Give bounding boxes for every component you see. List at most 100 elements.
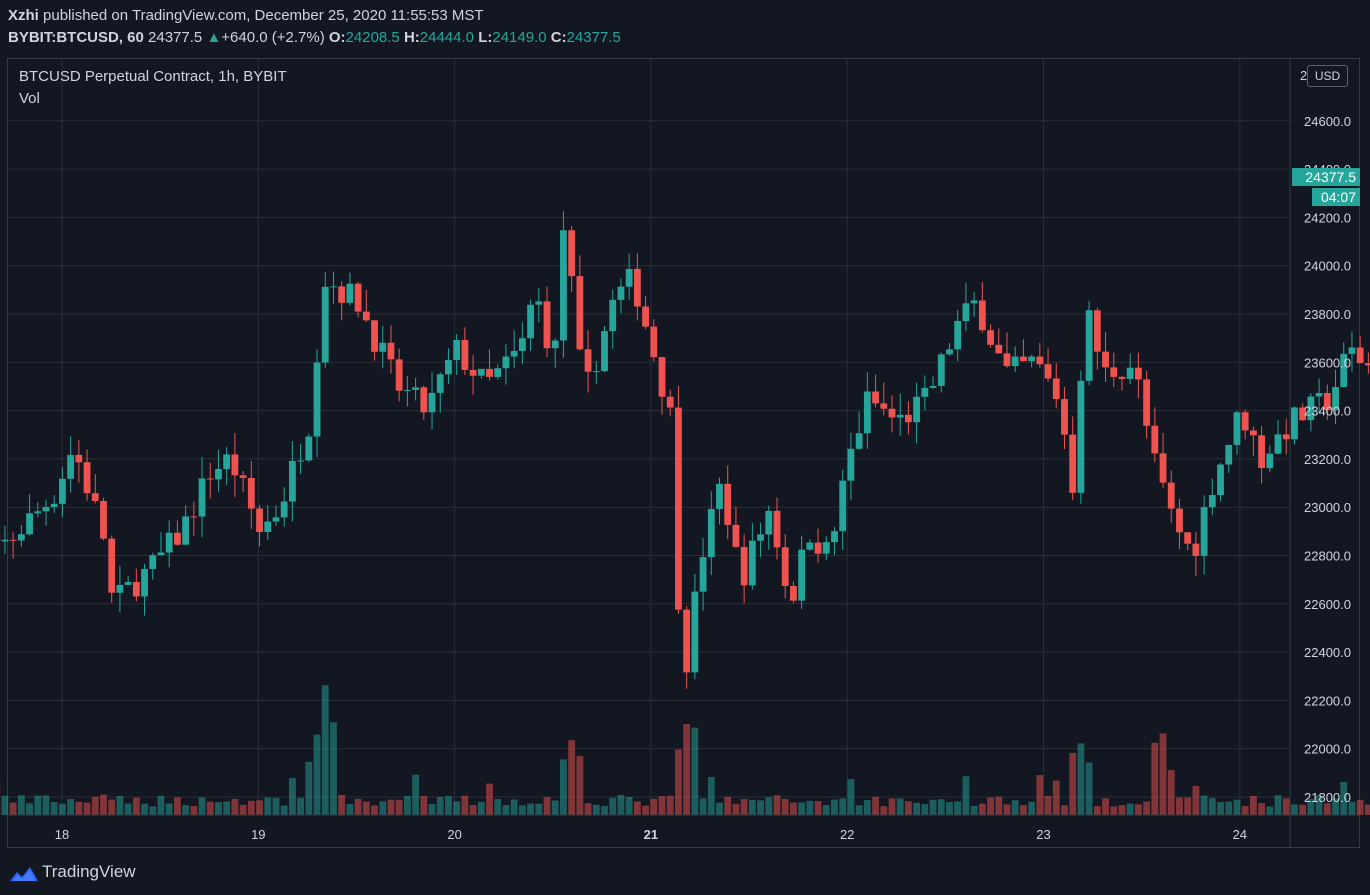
volume-bar	[790, 802, 797, 815]
price-tick-label: 23800.0	[1304, 307, 1351, 322]
volume-bar	[100, 794, 107, 815]
volume-bar	[1102, 798, 1109, 815]
chart-frame[interactable]	[7, 58, 1360, 848]
candlesticks	[0, 211, 1370, 689]
candle-body	[305, 436, 313, 461]
volume-bar	[757, 800, 764, 815]
candle-body	[420, 387, 428, 413]
candle-body	[395, 359, 403, 391]
candle-body	[929, 385, 937, 388]
candle-body	[1274, 434, 1282, 454]
volume-bar	[1118, 805, 1126, 815]
candle-body	[1332, 387, 1339, 411]
candle-body	[206, 478, 214, 480]
volume-bar	[124, 803, 132, 815]
volume-bar	[42, 795, 50, 815]
volume-bar	[946, 802, 953, 815]
candle-body	[1348, 347, 1356, 354]
candle-body	[223, 454, 231, 470]
candle-body	[141, 568, 148, 597]
candle-body	[231, 454, 239, 476]
author-name[interactable]: Xzhi	[8, 7, 39, 24]
close-label: C:	[550, 29, 567, 46]
volume-bar	[395, 799, 403, 815]
volume-bar	[83, 802, 91, 815]
price-tick-label: 24200.0	[1304, 210, 1351, 225]
candle-body	[905, 414, 912, 423]
legend-volume[interactable]: Vol	[19, 90, 40, 107]
candle-body	[1093, 310, 1101, 352]
volume-bar	[683, 723, 691, 815]
volume-bar	[453, 801, 461, 815]
volume-bar	[165, 803, 173, 815]
volume-bar	[1348, 801, 1356, 815]
legend-title[interactable]: BTCUSD Perpetual Contract, 1h, BYBIT	[19, 68, 287, 85]
volume-bar	[247, 800, 255, 815]
candle-body	[1241, 412, 1249, 431]
candle-body	[716, 483, 723, 510]
volume-bar	[149, 806, 157, 815]
volume-bar	[1028, 801, 1036, 815]
volume-bar	[609, 797, 617, 815]
candle-body	[806, 542, 814, 550]
volume-bar	[1093, 806, 1101, 815]
volume-bar	[642, 805, 649, 815]
volume-bar	[403, 795, 411, 815]
volume-bar	[256, 800, 263, 815]
candle-body	[428, 392, 436, 413]
candle-body	[157, 552, 165, 556]
candle-body	[1356, 347, 1364, 364]
volume-bar	[978, 803, 986, 815]
candle-body	[1266, 453, 1274, 469]
volume-bar	[535, 803, 543, 815]
candle-body	[970, 300, 978, 304]
candle-body	[675, 407, 682, 610]
candle-body	[896, 414, 904, 418]
volume-bar	[288, 777, 296, 815]
volume-bar	[543, 797, 551, 815]
candle-body	[17, 534, 25, 541]
candle-body	[642, 306, 649, 327]
volume-bar	[806, 800, 814, 815]
volume-bar	[716, 802, 723, 815]
candle-body	[699, 557, 707, 592]
volume-bar	[445, 796, 452, 815]
volume-bar	[264, 797, 272, 815]
volume-bar	[1249, 795, 1257, 815]
candle-body	[1061, 399, 1068, 435]
volume-bar	[1126, 803, 1134, 815]
volume-bar	[601, 805, 608, 815]
volume-bar	[822, 805, 830, 815]
candle-body	[790, 585, 797, 601]
currency-badge[interactable]: USD	[1307, 65, 1348, 87]
current-price-label: 24377.5	[1292, 168, 1360, 186]
volume-bar	[354, 798, 362, 815]
volume-bar	[765, 797, 773, 815]
volume-bar	[1134, 804, 1142, 815]
volume-bar	[231, 798, 239, 815]
volume-bar	[1307, 799, 1315, 815]
candle-body	[1036, 356, 1044, 365]
candle-body	[568, 230, 576, 277]
candle-body	[1192, 543, 1200, 556]
volume-bar	[937, 799, 945, 815]
volume-bar	[1340, 782, 1348, 815]
candle-body	[26, 513, 33, 535]
volume-bar	[1003, 804, 1011, 815]
volume-bar	[896, 798, 904, 815]
volume-bar	[305, 761, 313, 815]
candle-body	[1077, 380, 1085, 493]
volume-bar	[666, 795, 674, 815]
candle-body	[313, 362, 321, 437]
volume-bar	[34, 795, 42, 815]
volume-bar	[59, 803, 66, 815]
candle-body	[124, 581, 132, 585]
candle-body	[1126, 367, 1134, 379]
candle-body	[740, 546, 748, 586]
candle-body	[34, 511, 42, 514]
candle-body	[962, 303, 970, 322]
candle-body	[165, 532, 173, 553]
candle-body	[149, 555, 157, 569]
price-tick-label: 22000.0	[1304, 742, 1351, 757]
